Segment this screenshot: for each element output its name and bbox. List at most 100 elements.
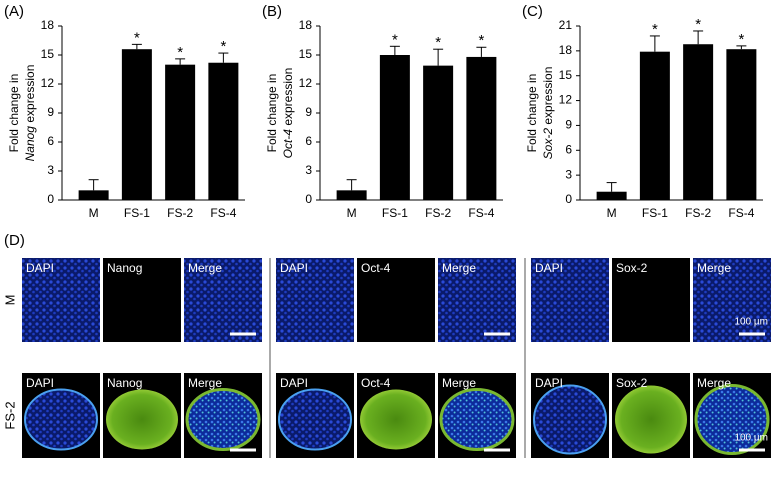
x-tick-label: FS-1: [124, 206, 150, 220]
micrograph-signal: [693, 258, 771, 342]
y-label-gene: Sox-2: [541, 128, 555, 160]
micrograph-signal: [360, 389, 432, 450]
channel-label: Merge: [442, 261, 476, 275]
bar: [78, 190, 109, 200]
micrograph-signal: [185, 388, 261, 451]
channel-label: Oct-4: [361, 376, 391, 390]
y-tick-label: 21: [559, 18, 573, 32]
y-tick-label: 6: [565, 142, 572, 156]
channel-label: Oct-4: [361, 261, 391, 275]
panel-label: (A): [4, 3, 24, 20]
y-label-suffix: expression: [281, 68, 295, 126]
x-tick-label: M: [607, 206, 617, 220]
y-tick-label: 12: [41, 76, 55, 90]
micrograph-signal: [694, 384, 770, 455]
y-tick-label: 6: [47, 134, 54, 148]
bar: [208, 62, 239, 200]
x-tick-label: M: [347, 206, 357, 220]
x-tick-label: FS-4: [210, 206, 236, 220]
x-tick-label: M: [89, 206, 99, 220]
micrograph: [357, 258, 435, 342]
y-label-gene: Nanog: [23, 126, 37, 162]
x-tick-label: FS-4: [728, 206, 754, 220]
y-tick-label: 18: [559, 43, 573, 57]
channel-label: DAPI: [26, 261, 54, 275]
x-tick-label: FS-2: [685, 206, 711, 220]
y-tick-label: 15: [559, 68, 573, 82]
x-tick-label: FS-1: [382, 206, 408, 220]
micrograph-signal: [438, 258, 516, 342]
y-tick-label: 12: [559, 93, 573, 107]
significance: *: [478, 32, 484, 49]
y-label-suffix: expression: [541, 67, 555, 125]
micrograph-signal: [531, 258, 609, 342]
x-tick-label: FS-2: [167, 206, 193, 220]
channel-label: Merge: [697, 261, 731, 275]
y-tick-label: 9: [565, 118, 572, 132]
channel-label: Sox-2: [616, 376, 648, 390]
y-tick-label: 3: [305, 163, 312, 177]
channel-label: Merge: [697, 376, 731, 390]
x-tick-label: FS-2: [425, 206, 451, 220]
channel-label: DAPI: [26, 376, 54, 390]
micrograph: [103, 258, 181, 342]
y-tick-label: 0: [565, 192, 572, 206]
micrograph-signal: [106, 389, 178, 450]
scale-bar-label: 100 µm: [734, 317, 768, 328]
row-label: FS-2: [2, 401, 17, 429]
scale-bar-label: 100 µm: [734, 433, 768, 444]
significance: *: [177, 44, 183, 61]
micrograph-signal: [439, 388, 515, 451]
channel-label: DAPI: [535, 376, 563, 390]
significance: *: [134, 29, 140, 46]
micrograph-signal: [615, 385, 687, 454]
y-tick-label: 15: [299, 47, 313, 61]
micrograph: [612, 258, 690, 342]
channel-label: Nanog: [107, 376, 142, 390]
bar: [466, 56, 497, 200]
micrograph-signal: [184, 258, 262, 342]
bar: [121, 49, 152, 201]
y-tick-label: 0: [47, 192, 54, 206]
y-axis-label: Fold change in Oct-4 expression: [265, 68, 295, 159]
micrograph-signal: [22, 258, 100, 342]
micrograph-signal: [278, 388, 352, 451]
y-tick-label: 18: [299, 18, 313, 32]
channel-label: Merge: [188, 261, 222, 275]
y-axis-label: Fold change in Sox-2 expression: [525, 67, 555, 160]
channel-label: Nanog: [107, 261, 142, 275]
x-tick-label: FS-4: [468, 206, 494, 220]
bar: [165, 64, 196, 201]
significance: *: [392, 31, 398, 48]
y-label-line: Fold change in: [7, 74, 21, 153]
bar: [596, 191, 627, 200]
y-axis-label: Fold change in Nanog expression: [7, 65, 37, 162]
y-tick-label: 12: [299, 76, 313, 90]
panel-d: (D) M DAPI Nanog Merge DAPI Oct-4 Merge DAPI Sox…: [2, 232, 771, 458]
channel-label: Merge: [442, 376, 476, 390]
significance: *: [652, 21, 658, 38]
x-tick-label: FS-1: [642, 206, 668, 220]
panel-label: (D): [4, 232, 25, 249]
micrograph-signal: [24, 388, 98, 451]
significance: *: [738, 31, 744, 48]
significance: *: [695, 16, 701, 33]
bar: [683, 44, 714, 200]
y-tick-label: 0: [305, 192, 312, 206]
y-tick-label: 15: [41, 47, 55, 61]
y-tick-label: 6: [305, 134, 312, 148]
significance: *: [220, 38, 226, 55]
micrograph-signal: [533, 384, 607, 455]
y-label-suffix: expression: [23, 65, 37, 123]
y-tick-label: 9: [47, 105, 54, 119]
bar: [379, 55, 410, 200]
bar: [423, 65, 454, 200]
panel-label: (C): [522, 3, 543, 20]
channel-label: DAPI: [280, 261, 308, 275]
y-tick-label: 3: [47, 163, 54, 177]
significance: *: [435, 34, 441, 51]
y-label-line: Fold change in: [265, 74, 279, 153]
channel-label: Sox-2: [616, 261, 648, 275]
channel-label: DAPI: [535, 261, 563, 275]
